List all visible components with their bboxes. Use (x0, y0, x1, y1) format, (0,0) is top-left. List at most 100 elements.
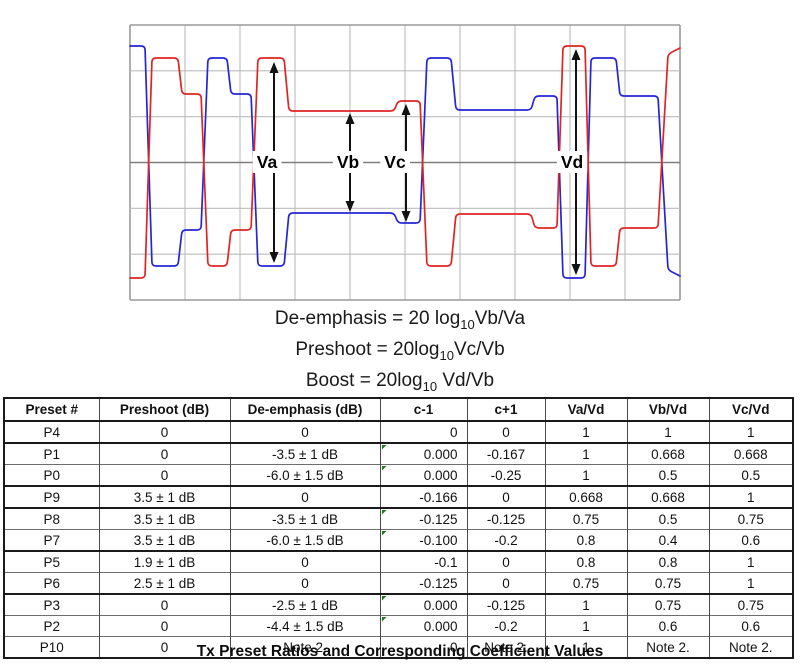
table-cell: 0.75 (544, 572, 628, 594)
table-cell: 0 (98, 464, 231, 486)
measurement-arrow-vd: Vd (556, 49, 588, 275)
arrow-label: Vb (337, 152, 359, 172)
table-cell: 0 (466, 572, 546, 594)
table-cell: 1 (544, 464, 628, 486)
table-cell: -6.0 ± 1.5 dB (229, 464, 381, 486)
table-cell: 1 (544, 615, 628, 637)
formula-boost: Boost = 20log10 Vd/Vb (305, 369, 495, 394)
arrow-head-down-icon (571, 264, 581, 275)
table-row: P1 0 -3.5 ± 1 dB 0.000 -0.167 1 0.668 0.668 (3, 442, 794, 465)
table-cell: 0.5 (626, 464, 710, 486)
table-cell: Note 2. (229, 636, 381, 658)
table-cell: 1 (708, 420, 794, 443)
table-cell: 0.668 (708, 442, 794, 465)
table-cell: 0 (98, 442, 231, 465)
table-cell: 0.6 (708, 615, 794, 637)
table-cell: 0.75 (626, 572, 710, 594)
table-cell: -0.125 (379, 507, 468, 530)
arrow-label-bg (380, 151, 410, 173)
table-cell: -0.125 (466, 593, 546, 616)
table-cell: -4.4 ± 1.5 dB (229, 615, 381, 637)
table-row: P9 3.5 ± 1 dB 0 -0.166 0 0.668 0.668 1 (3, 485, 794, 508)
table-cell: 0.8 (544, 550, 628, 573)
cell-flag-indicator-icon (381, 596, 387, 601)
table-cell: 0 (229, 420, 381, 443)
table-row: P7 3.5 ± 1 dB -6.0 ± 1.5 dB -0.100 -0.2 0.8 0.… (3, 529, 794, 551)
waveform-figure: Va Vb Vc Vd (129, 24, 681, 301)
table-cell: 0.000 (379, 615, 468, 637)
table-cell: 0.5 (626, 507, 710, 530)
table-caption: Tx Preset Ratios and Corresponding Coeff… (196, 643, 604, 660)
table-cell: 1 (708, 550, 794, 573)
table-row: P5 1.9 ± 1 dB 0 -0.1 0 0.8 0.8 1 (3, 550, 794, 573)
blue-trace (129, 45, 681, 279)
column-header: Preshoot (dB) (98, 398, 231, 422)
table-cell: P5 (3, 550, 100, 573)
measurement-arrow-vb: Vb (332, 113, 364, 212)
arrow-head-up-icon (269, 62, 279, 73)
arrow-head-down-icon (269, 252, 279, 263)
table-cell: 1 (544, 420, 628, 443)
column-header: Va/Vd (544, 398, 628, 422)
table-cell: 0 (229, 485, 381, 508)
arrow-label: Vc (384, 152, 406, 172)
table-cell: 2.5 ± 1 dB (98, 572, 231, 594)
table-cell: -0.1 (379, 550, 468, 573)
table-cell: P7 (3, 529, 100, 551)
table-cell: P10 (3, 636, 100, 658)
column-header: c+1 (466, 398, 546, 422)
table-cell: Note 2. (466, 636, 546, 658)
table-cell: 0 (466, 485, 546, 508)
table-cell: 0.75 (544, 507, 628, 530)
table-cell: 0 (229, 572, 381, 594)
column-header: Preset # (3, 398, 100, 422)
table-cell: 0.000 (379, 442, 468, 465)
table-cell: 0 (466, 550, 546, 573)
table-cell: 0.75 (626, 593, 710, 616)
table-cell: P9 (3, 485, 100, 508)
arrow-label-bg (332, 151, 364, 173)
table-cell: P1 (3, 442, 100, 465)
table-cell: P0 (3, 464, 100, 486)
table-cell: 1 (544, 442, 628, 465)
table-cell: 0.4 (626, 529, 710, 551)
table-cell: 1.9 ± 1 dB (98, 550, 231, 573)
table-cell: 0.5 (708, 464, 794, 486)
table-cell: -3.5 ± 1 dB (229, 442, 381, 465)
table-cell: -2.5 ± 1 dB (229, 593, 381, 616)
table-cell: -0.100 (379, 529, 468, 551)
table-cell: 0 (379, 420, 468, 443)
table-cell: -3.5 ± 1 dB (229, 507, 381, 530)
table-cell: 0.668 (626, 485, 710, 508)
column-header: Vb/Vd (626, 398, 710, 422)
table-cell: -6.0 ± 1.5 dB (229, 529, 381, 551)
formula-preshoot: Preshoot = 20log10Vc/Vb (295, 338, 505, 363)
table-cell: -0.25 (466, 464, 546, 486)
cell-flag-indicator-icon (381, 445, 387, 450)
table-cell: 1 (708, 485, 794, 508)
table-cell: P6 (3, 572, 100, 594)
table-cell: Note 2. (708, 636, 794, 658)
cell-flag-indicator-icon (381, 510, 387, 515)
table-cell: -0.166 (379, 485, 468, 508)
table-cell: 1 (626, 420, 710, 443)
table-cell: Note 2. (626, 636, 710, 658)
table-cell: 0.668 (544, 485, 628, 508)
table-cell: 3.5 ± 1 dB (98, 507, 231, 530)
table-cell: 0 (98, 593, 231, 616)
table-cell: P4 (3, 420, 100, 443)
cell-flag-indicator-icon (381, 466, 387, 471)
table-cell: 1 (708, 572, 794, 594)
arrow-head-up-icon (401, 104, 411, 115)
table-cell: 0 (466, 420, 546, 443)
formula-deemphasis: De-emphasis = 20 log10Vb/Va (274, 308, 526, 332)
table-row: P2 0 -4.4 ± 1.5 dB 0.000 -0.2 1 0.6 0.6 (3, 615, 794, 637)
table-row: P8 3.5 ± 1 dB -3.5 ± 1 dB -0.125 -0.125 0.75 0… (3, 507, 794, 530)
measurement-arrow-va: Va (252, 62, 282, 263)
table-cell: 3.5 ± 1 dB (98, 529, 231, 551)
table-cell: 0.8 (626, 550, 710, 573)
arrow-head-down-icon (401, 211, 411, 222)
arrow-label-bg (252, 151, 282, 173)
column-header: De-emphasis (dB) (229, 398, 381, 422)
red-trace (129, 45, 681, 279)
